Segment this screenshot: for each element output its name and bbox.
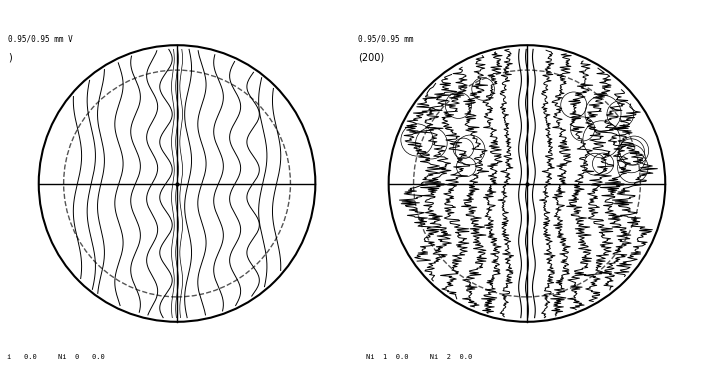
Text: 0.95/0.95 mm V: 0.95/0.95 mm V: [8, 34, 73, 43]
Text: 0.95/0.95 mm: 0.95/0.95 mm: [358, 34, 414, 43]
Text: ): ): [8, 52, 12, 62]
Text: i   0.0     Ni  0   0.0: i 0.0 Ni 0 0.0: [7, 354, 105, 360]
Text: (200): (200): [358, 52, 384, 62]
Text: Ni  1  0.0     Ni  2  0.0: Ni 1 0.0 Ni 2 0.0: [366, 354, 472, 360]
